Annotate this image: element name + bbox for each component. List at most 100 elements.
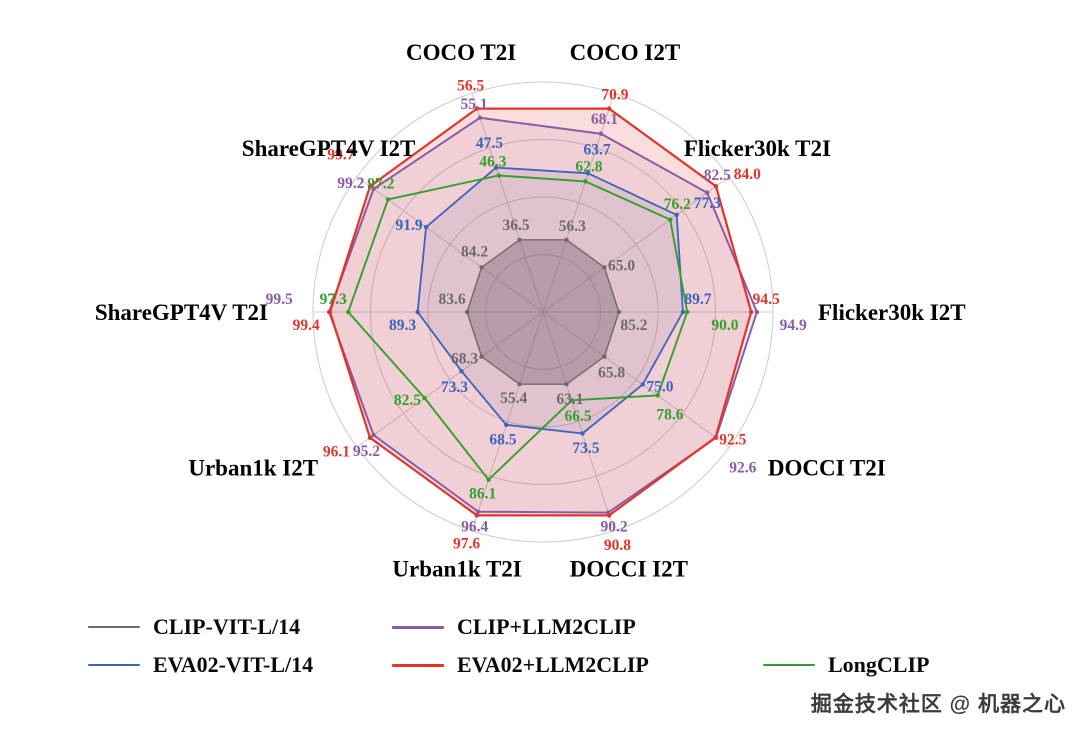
series-point-clip-vit-l-14: [517, 237, 522, 243]
grid-spoke: [471, 311, 544, 531]
series-point-clip-vit-l-14: [564, 237, 569, 243]
value-label-eva02-vit-l-14: 91.9: [395, 217, 422, 234]
series-point-eva02-llm2clip: [713, 184, 719, 189]
axis-label-sharegpt4v-t2i: ShareGPT4V T2I: [95, 300, 268, 325]
axis-label-flicker30k-i2t: Flicker30k I2T: [818, 300, 966, 325]
series-point-clip-vit-l-14: [479, 354, 484, 359]
value-label-longclip: 97.2: [367, 176, 394, 193]
value-label-clip-vit-l-14: 65.0: [608, 258, 635, 275]
value-label-clip-llm2clip: 96.4: [461, 518, 488, 535]
value-label-eva02-llm2clip: 90.8: [604, 537, 631, 554]
series-point-eva02-llm2clip: [327, 309, 333, 315]
series-point-clip-vit-l-14: [564, 381, 569, 387]
axis-label-sharegpt4v-i2t: ShareGPT4V I2T: [242, 136, 416, 161]
value-label-longclip: 82.5: [394, 392, 421, 409]
grid-spoke: [542, 176, 730, 313]
legend-swatch-clip-llm2clip: [392, 625, 444, 629]
series-point-longclip: [422, 395, 427, 401]
value-label-eva02-vit-l-14: 89.7: [684, 291, 711, 308]
series-point-eva02-llm2clip: [367, 435, 373, 440]
series-point-longclip: [385, 197, 391, 202]
value-label-eva02-vit-l-14: 63.7: [583, 142, 610, 159]
value-label-eva02-llm2clip: 92.5: [719, 431, 746, 448]
axis-label-urban1k-i2t: Urban1k I2T: [188, 455, 318, 480]
series-point-eva02-llm2clip: [367, 184, 373, 189]
axis-label-flicker30k-t2i: Flicker30k T2I: [684, 136, 831, 161]
legend-label-eva02-vit-l-14: EVA02-VIT-L/14: [153, 652, 314, 677]
series-point-eva02-llm2clip: [474, 513, 480, 518]
grid-spoke: [542, 93, 615, 313]
series-point-eva02-vit-l-14: [423, 224, 429, 230]
series-point-clip-llm2clip: [705, 190, 710, 195]
value-label-eva02-vit-l-14: 75.0: [646, 378, 673, 395]
series-point-eva02-llm2clip: [713, 435, 718, 440]
value-label-clip-vit-l-14: 68.3: [451, 351, 478, 368]
series-point-eva02-vit-l-14: [680, 309, 686, 315]
series-point-clip-vit-l-14: [479, 265, 484, 270]
series-point-clip-vit-l-14: [464, 309, 470, 315]
series-point-clip-llm2clip: [475, 509, 481, 514]
series-point-longclip: [684, 309, 690, 315]
value-label-eva02-llm2clip: 94.5: [753, 291, 780, 308]
series-point-clip-llm2clip: [371, 186, 376, 192]
value-label-clip-llm2clip: 92.6: [729, 460, 756, 477]
grid-spoke: [471, 93, 544, 313]
series-point-eva02-vit-l-14: [674, 212, 679, 218]
series-point-eva02-llm2clip: [606, 513, 612, 518]
watermark-text: 掘金技术社区 @ 机器之心: [810, 693, 1066, 716]
value-label-eva02-vit-l-14: 47.5: [476, 135, 503, 152]
series-point-longclip: [569, 398, 574, 403]
value-label-clip-llm2clip: 99.5: [266, 291, 293, 308]
value-label-longclip: 46.3: [479, 154, 506, 171]
legend-label-eva02-llm2clip: EVA02+LLM2CLIP: [457, 652, 649, 677]
value-label-eva02-llm2clip: 56.5: [457, 77, 484, 94]
series-point-eva02-vit-l-14: [585, 171, 591, 176]
value-label-eva02-llm2clip: 96.1: [323, 444, 350, 461]
series-point-eva02-vit-l-14: [415, 309, 420, 315]
series-point-clip-llm2clip: [477, 115, 483, 120]
value-label-clip-vit-l-14: 85.2: [620, 317, 647, 334]
value-label-eva02-llm2clip: 99.7: [327, 147, 354, 164]
series-point-clip-llm2clip: [754, 309, 760, 315]
series-point-longclip: [583, 179, 588, 184]
series-point-eva02-vit-l-14: [580, 431, 585, 436]
value-label-longclip: 76.2: [664, 196, 691, 213]
series-point-longclip: [668, 217, 673, 222]
value-label-eva02-llm2clip: 99.4: [293, 317, 320, 334]
legend-swatch-longclip: [763, 664, 815, 666]
series-area-eva02-vit-l-14: [417, 167, 683, 434]
series-point-clip-llm2clip: [371, 432, 376, 438]
series-point-longclip: [486, 477, 491, 482]
axis-label-coco-i2t: COCO I2T: [570, 40, 681, 65]
value-label-clip-llm2clip: 55.1: [461, 96, 488, 113]
axis-label-coco-t2i: COCO T2I: [406, 40, 516, 65]
series-point-eva02-vit-l-14: [493, 165, 499, 170]
series-point-eva02-llm2clip: [474, 106, 480, 111]
series-point-eva02-vit-l-14: [640, 382, 645, 387]
series-point-clip-vit-l-14: [602, 354, 607, 359]
radar-chart: 36.5 46.3 47.5 55.1 56.5 56.3 62.863.7 68.1 70.9…: [95, 40, 966, 581]
value-label-clip-vit-l-14: 36.5: [503, 217, 530, 234]
legend-label-longclip: LongCLIP: [828, 652, 930, 677]
legend-item-clip-vit-l-14: CLIP-VIT-L/14: [88, 612, 300, 642]
value-label-eva02-vit-l-14: 89.3: [389, 317, 416, 334]
value-label-eva02-vit-l-14: 77.3: [694, 195, 721, 212]
value-label-clip-vit-l-14: 65.8: [598, 364, 625, 381]
legend-item-clip-llm2clip: CLIP+LLM2CLIP: [392, 612, 636, 642]
grid-spoke: [356, 311, 544, 448]
value-label-clip-llm2clip: 82.5: [704, 167, 731, 184]
series-point-clip-vit-l-14: [616, 309, 622, 315]
value-label-longclip: 66.5: [565, 408, 592, 425]
legend-swatch-eva02-vit-l-14: [88, 664, 140, 666]
legend-item-longclip: LongCLIP: [763, 650, 929, 680]
grid-spoke: [542, 311, 730, 448]
legend-item-eva02-vit-l-14: EVA02-VIT-L/14: [88, 650, 313, 680]
value-label-eva02-llm2clip: 70.9: [601, 87, 628, 104]
value-label-eva02-llm2clip: 84.0: [734, 166, 761, 183]
value-label-clip-llm2clip: 95.2: [353, 443, 380, 460]
series-point-eva02-llm2clip: [749, 309, 754, 315]
legend-label-clip-vit-l-14: CLIP-VIT-L/14: [153, 614, 301, 639]
value-label-longclip: 78.6: [656, 407, 683, 424]
axis-label-docci-i2t: DOCCI I2T: [570, 556, 688, 581]
axis-label-urban1k-t2i: Urban1k T2I: [392, 556, 521, 581]
